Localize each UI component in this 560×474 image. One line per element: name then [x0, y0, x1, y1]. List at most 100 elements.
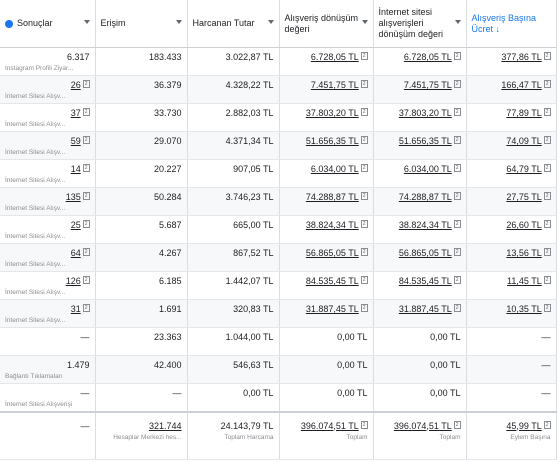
- link-value[interactable]: 37.803,20 TL: [398, 108, 452, 118]
- cell-value: 0,00 TL: [243, 388, 274, 398]
- link-value[interactable]: 396.074,51 TL: [300, 420, 359, 431]
- attribution-note: 2: [543, 80, 551, 88]
- link-value[interactable]: 38.824,34 TL: [305, 220, 359, 230]
- column-header[interactable]: Sonuçlar: [0, 0, 96, 48]
- table-cell: 59 2 İnternet Sitesi Alışv...: [0, 131, 96, 160]
- attribution-note: 2: [360, 80, 368, 88]
- link-value[interactable]: 126: [65, 276, 81, 286]
- column-header[interactable]: Erişim: [95, 0, 188, 48]
- link-value[interactable]: 14: [70, 164, 81, 174]
- link-value[interactable]: 37.803,20 TL: [305, 108, 359, 118]
- table-cell: 0,00 TL: [373, 383, 467, 412]
- link-value[interactable]: 26: [70, 80, 81, 90]
- cell-value: 320,83 TL: [233, 304, 274, 314]
- table-cell: 1.044,00 TL: [187, 327, 280, 356]
- link-value[interactable]: 56.865,05 TL: [305, 248, 359, 258]
- link-value[interactable]: 27,75 TL: [506, 192, 542, 202]
- table-cell: 74,09 TL 2: [466, 131, 557, 160]
- column-header[interactable]: Harcanan Tutar: [187, 0, 280, 48]
- table-row: 31 2 İnternet Sitesi Alışv... 1.691 320,83 T…: [0, 299, 557, 328]
- link-value[interactable]: 59: [70, 136, 81, 146]
- table-cell: 4.371,34 TL: [187, 131, 280, 160]
- link-value[interactable]: 45,99 TL: [506, 420, 542, 431]
- cell-subtext: Instagram Profili Ziyar...: [5, 65, 74, 72]
- cell-subtext: İnternet Sitesi Alışv...: [5, 233, 66, 240]
- column-header[interactable]: Alışveriş Başına Ücret ↓: [466, 0, 557, 48]
- header-row: Sonuçlar Erişim Harcanan Tutar Alışveriş dö…: [0, 0, 557, 48]
- table-cell: 38.824,34 TL 2: [279, 215, 374, 244]
- link-value[interactable]: 31.887,45 TL: [305, 304, 359, 314]
- table-cell: —: [0, 410, 96, 460]
- table-footer: — 321.744 Hesaplar Merkezi hes... 24.143,79…: [0, 410, 557, 460]
- link-value[interactable]: 74,09 TL: [506, 136, 542, 146]
- attribution-note: 2: [543, 136, 551, 144]
- table-cell: 0,00 TL: [373, 355, 467, 384]
- link-value[interactable]: 166,47 TL: [501, 80, 542, 90]
- table-cell: 396.074,51 TL 2 Toplam: [373, 410, 467, 460]
- sort-caret: [175, 20, 182, 24]
- column-header[interactable]: Alışveriş dönüşüm değeri: [279, 0, 374, 48]
- table-cell: 1.442,07 TL: [187, 271, 280, 300]
- link-value[interactable]: 31.887,45 TL: [398, 304, 452, 314]
- link-value[interactable]: 84.535,45 TL: [305, 276, 359, 286]
- column-header[interactable]: İnternet sitesi alışverişleri dönüşüm de…: [373, 0, 467, 48]
- link-value[interactable]: 38.824,34 TL: [398, 220, 452, 230]
- link-value[interactable]: 51.656,35 TL: [305, 136, 359, 146]
- link-value[interactable]: 10,35 TL: [506, 304, 542, 314]
- cell-value: 4.267: [158, 248, 182, 258]
- cell-value: 42.400: [153, 360, 182, 370]
- link-value[interactable]: 6.034,00 TL: [310, 164, 359, 174]
- link-value[interactable]: 77,89 TL: [506, 108, 542, 118]
- link-value[interactable]: 11,45 TL: [507, 276, 542, 286]
- link-value[interactable]: 74.288,87 TL: [305, 192, 359, 202]
- info-icon[interactable]: [5, 19, 13, 28]
- link-value[interactable]: 64,79 TL: [506, 164, 542, 174]
- attribution-note: 2: [543, 164, 551, 172]
- link-value[interactable]: 84.535,45 TL: [398, 276, 452, 286]
- table-cell: 126 2 İnternet Sitesi Alışv...: [0, 271, 96, 300]
- table-cell: 23.363: [95, 327, 188, 356]
- link-value[interactable]: 396.074,51 TL: [393, 420, 452, 431]
- cell-subtext: İnternet Sitesi Alışv...: [5, 177, 66, 184]
- header-text: Erişim: [100, 18, 126, 28]
- link-value[interactable]: 6.728,05 TL: [310, 52, 359, 62]
- attribution-note: 2: [453, 136, 461, 144]
- link-value[interactable]: 321.744: [148, 420, 182, 431]
- cell-value: 4.371,34 TL: [225, 136, 274, 146]
- link-value[interactable]: 31: [70, 304, 81, 314]
- cell-value: —: [80, 420, 90, 431]
- table-cell: 51.656,35 TL 2: [373, 131, 467, 160]
- link-value[interactable]: 7.451,75 TL: [403, 80, 452, 90]
- link-value[interactable]: 7.451,75 TL: [310, 80, 359, 90]
- link-value[interactable]: 64: [70, 248, 81, 258]
- attribution-note: 2: [453, 304, 461, 312]
- cell-subtext: İnternet Sitesi Alışv...: [5, 261, 66, 268]
- cell-subtext: Bağlantı Tıklamaları: [5, 373, 63, 380]
- table-cell: 6.728,05 TL 2: [279, 47, 374, 76]
- table-cell: 6.034,00 TL 2: [279, 159, 374, 188]
- link-value[interactable]: 6.728,05 TL: [403, 52, 452, 62]
- attribution-note: 2: [543, 420, 551, 429]
- table-cell: 0,00 TL: [187, 383, 280, 412]
- cell-value: 0,00 TL: [337, 332, 368, 342]
- link-value[interactable]: 13,56 TL: [506, 248, 542, 258]
- link-value[interactable]: 25: [70, 220, 81, 230]
- footer-row: — 321.744 Hesaplar Merkezi hes... 24.143,79…: [0, 410, 557, 460]
- link-value[interactable]: 56.865,05 TL: [398, 248, 452, 258]
- cell-value: —: [80, 332, 90, 342]
- link-value[interactable]: 26,60 TL: [506, 220, 542, 230]
- link-value[interactable]: 377,86 TL: [501, 52, 542, 62]
- table-cell: 5.687: [95, 215, 188, 244]
- table-cell: 867,52 TL: [187, 243, 280, 272]
- link-value[interactable]: 37: [70, 108, 81, 118]
- table-cell: 3.022,87 TL: [187, 47, 280, 76]
- cell-subtext: Toplam: [346, 433, 368, 441]
- link-value[interactable]: 135: [65, 192, 81, 202]
- cell-value: 2.882,03 TL: [225, 108, 274, 118]
- link-value[interactable]: 6.034,00 TL: [403, 164, 452, 174]
- table-cell: 64 2 İnternet Sitesi Alışv...: [0, 243, 96, 272]
- link-value[interactable]: 51.656,35 TL: [398, 136, 452, 146]
- link-value[interactable]: 74.288,87 TL: [398, 192, 452, 202]
- attribution-note: 2: [453, 220, 461, 228]
